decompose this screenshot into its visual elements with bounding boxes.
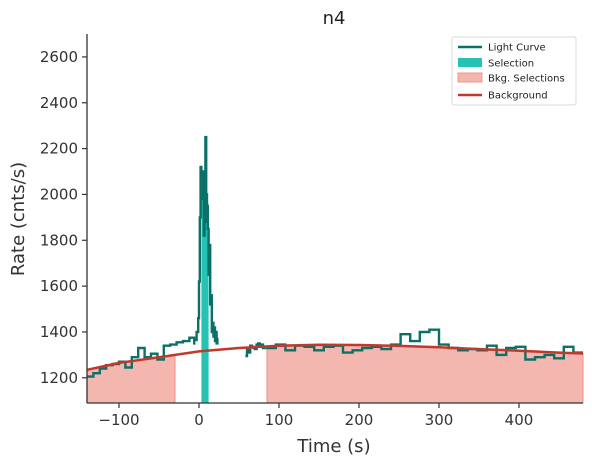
y-tick-label: 2400: [40, 94, 78, 112]
y-tick-label: 1200: [40, 369, 78, 387]
x-tick-label: 100: [265, 411, 294, 429]
light-curve-segment-1: [195, 135, 219, 345]
bkg-selection-layer: [86, 344, 584, 404]
light-curve-layer: [87, 135, 583, 378]
y-tick-label: 2000: [40, 185, 78, 203]
y-tick-label: 1600: [40, 277, 78, 295]
x-tick-label: −100: [98, 411, 139, 429]
legend-box: [451, 36, 577, 106]
background-layer: [86, 343, 584, 372]
x-tick-label: 300: [425, 411, 454, 429]
y-tick-label: 1800: [40, 231, 78, 249]
legend-bkg-selections-label: Bkg. Selections: [488, 74, 565, 85]
y-tick-label: 2600: [40, 48, 78, 66]
ticks: −100 0 100 200 300 400 1200 1400 1600 1800 2000 220…: [40, 48, 534, 429]
light-curve-segment-3: [266, 328, 583, 361]
legend-background-label: Background: [488, 91, 548, 102]
legend-bkg-selections-swatch: [457, 72, 483, 83]
legend-selection-swatch: [458, 58, 482, 67]
legend: Light Curve Selection Bkg. Selections Ba…: [451, 36, 577, 106]
y-axis-label: Rate (cnts/s): [8, 162, 29, 276]
light-curve-segment-2: [245, 342, 267, 358]
axes: [86, 34, 583, 404]
chart-title: n4: [323, 8, 346, 29]
x-tick-label: 0: [194, 411, 204, 429]
legend-light-curve-label: Light Curve: [488, 43, 546, 54]
y-tick-label: 1400: [40, 323, 78, 341]
background-model-line: [86, 343, 584, 372]
bkg-selection-region-1: [266, 344, 584, 404]
legend-selection-label: Selection: [488, 59, 534, 70]
x-tick-label: 200: [345, 411, 374, 429]
x-axis-label: Time (s): [296, 436, 370, 457]
x-tick-label: 400: [505, 411, 534, 429]
y-tick-label: 2200: [40, 140, 78, 158]
